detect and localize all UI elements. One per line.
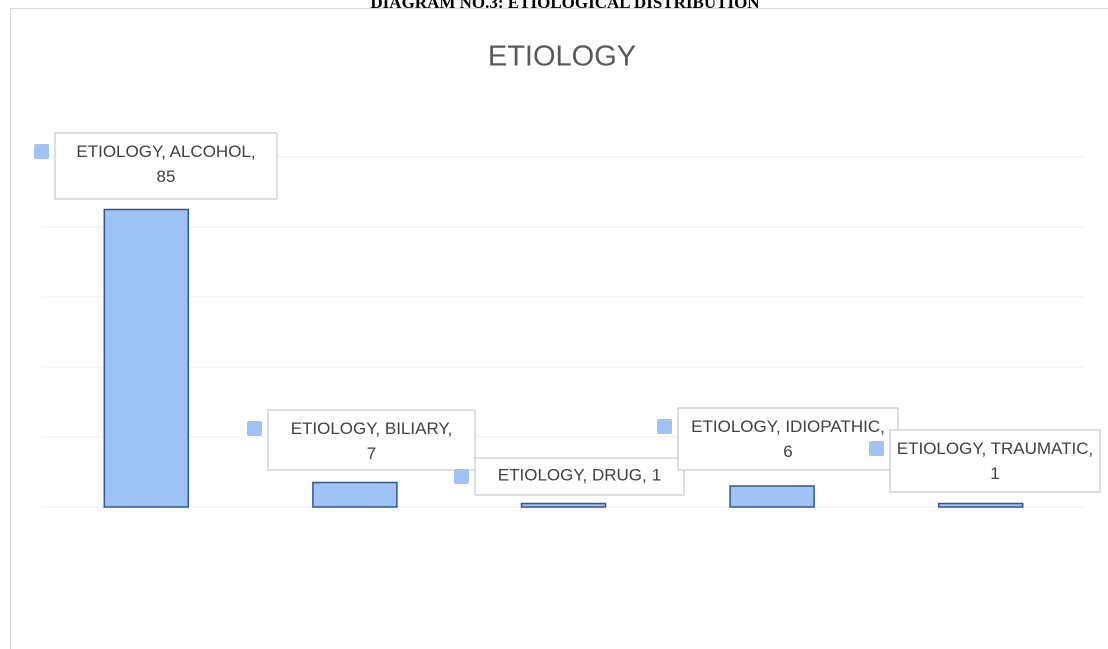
bar	[312, 481, 398, 508]
bar	[937, 502, 1024, 508]
value-label: 85	[157, 167, 176, 186]
category-name: ALCOHOL	[170, 142, 251, 161]
value-label: 1	[652, 466, 661, 485]
value-label: 1	[990, 464, 999, 483]
bar	[520, 502, 607, 508]
series-name: ETIOLOGY	[691, 417, 778, 436]
series-name: ETIOLOGY	[897, 439, 984, 458]
heading: DIAGRAM NO.3: ETIOLOGICAL DISTRIBUTION	[370, 0, 760, 12]
data-label-key	[454, 469, 469, 484]
data-label-key	[869, 441, 884, 456]
series-name: ETIOLOGY	[76, 142, 163, 161]
bar	[729, 485, 815, 508]
data-label-key	[657, 419, 672, 434]
category-name: BILIARY	[385, 419, 450, 438]
data-label-box	[677, 407, 899, 471]
value-label: 7	[367, 444, 376, 463]
data-label-box	[474, 457, 685, 496]
series-name: ETIOLOGY	[498, 466, 585, 485]
category-name: DRUG	[592, 466, 642, 485]
data-label-box	[267, 409, 476, 471]
data-label-box	[54, 132, 278, 200]
data-label: ETIOLOGY, DRUG, 1	[498, 466, 661, 485]
value-label: 6	[783, 442, 792, 461]
category-name: IDIOPATHIC	[785, 417, 880, 436]
category-name: TRAUMATIC	[991, 439, 1089, 458]
bar	[103, 208, 190, 508]
data-label-key	[34, 144, 49, 159]
data-label-box	[889, 429, 1101, 493]
series-name: ETIOLOGY	[291, 419, 378, 438]
chart-frame	[10, 8, 1108, 649]
chart-title: ETIOLOGY	[488, 41, 636, 73]
data-label-key	[247, 421, 262, 436]
